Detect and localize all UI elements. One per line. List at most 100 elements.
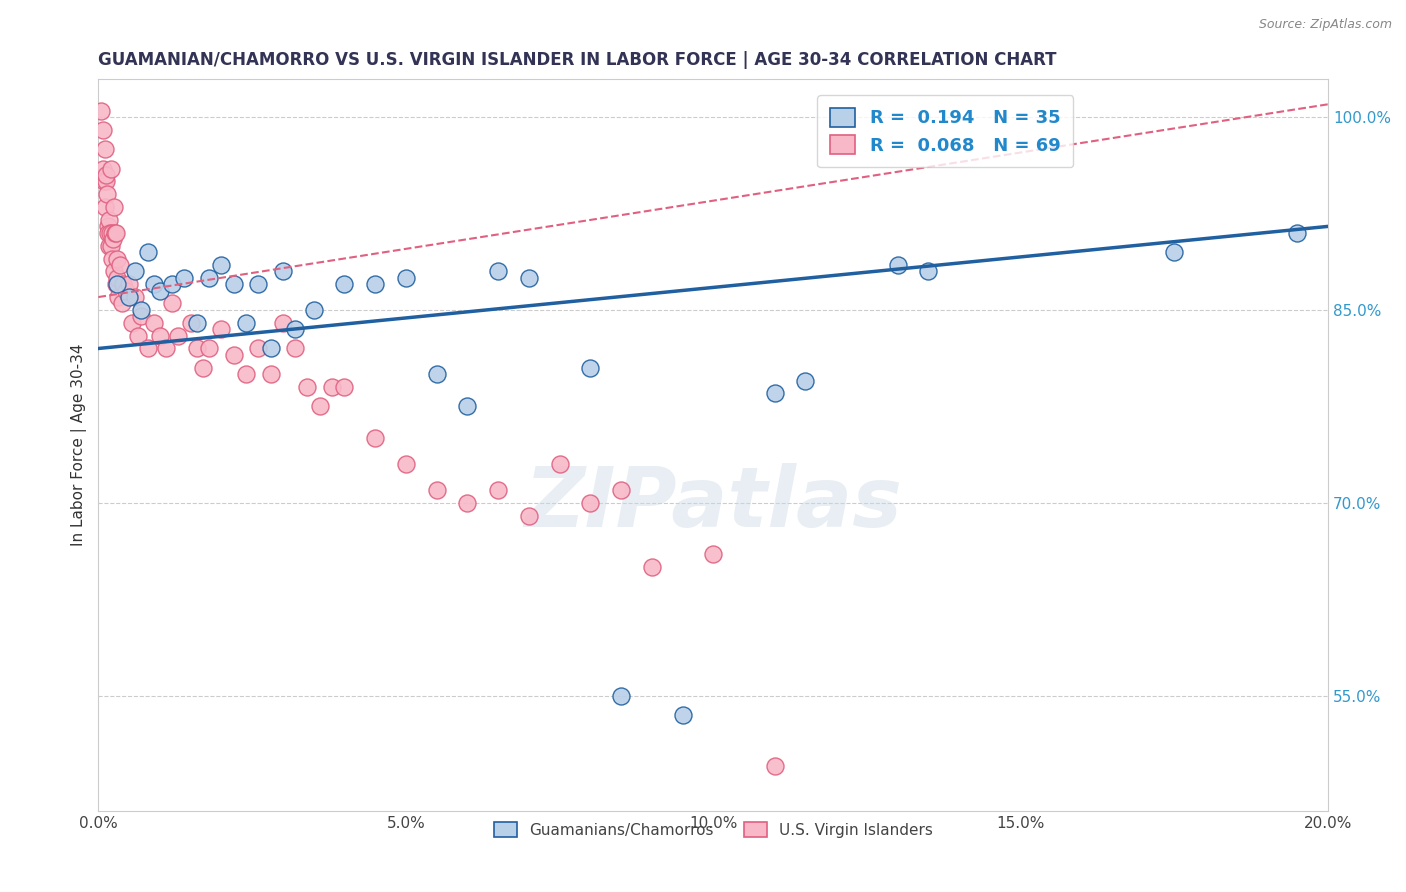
Point: [456, 496, 478, 510]
Point: [235, 367, 257, 381]
Point: [142, 316, 165, 330]
Point: [91, 123, 114, 137]
Point: [886, 258, 908, 272]
Point: [321, 380, 343, 394]
Point: [247, 277, 270, 292]
Point: [173, 270, 195, 285]
Point: [794, 374, 817, 388]
Point: [142, 277, 165, 292]
Point: [271, 264, 294, 278]
Point: [517, 508, 540, 523]
Point: [101, 226, 124, 240]
Point: [209, 258, 232, 272]
Point: [104, 226, 127, 240]
Point: [93, 174, 115, 188]
Point: [284, 322, 307, 336]
Point: [131, 302, 153, 317]
Point: [115, 284, 138, 298]
Point: [486, 483, 509, 497]
Point: [131, 310, 153, 324]
Text: ZIPatlas: ZIPatlas: [524, 463, 903, 544]
Point: [160, 296, 183, 310]
Point: [97, 226, 120, 240]
Point: [1163, 245, 1185, 260]
Point: [180, 316, 202, 330]
Point: [101, 252, 124, 266]
Point: [96, 168, 118, 182]
Point: [107, 270, 129, 285]
Point: [90, 103, 112, 118]
Point: [167, 328, 190, 343]
Point: [186, 342, 208, 356]
Point: [702, 547, 724, 561]
Point: [118, 277, 141, 292]
Point: [186, 316, 208, 330]
Point: [124, 264, 146, 278]
Point: [198, 342, 221, 356]
Point: [94, 174, 117, 188]
Point: [118, 290, 141, 304]
Point: [425, 483, 447, 497]
Point: [111, 277, 134, 292]
Point: [395, 270, 418, 285]
Point: [97, 219, 120, 234]
Point: [98, 213, 121, 227]
Text: Source: ZipAtlas.com: Source: ZipAtlas.com: [1258, 18, 1392, 31]
Point: [222, 277, 245, 292]
Point: [917, 264, 939, 278]
Point: [284, 342, 307, 356]
Point: [108, 258, 131, 272]
Point: [456, 400, 478, 414]
Point: [91, 161, 114, 176]
Point: [124, 290, 146, 304]
Point: [101, 232, 124, 246]
Point: [155, 342, 177, 356]
Point: [103, 264, 125, 278]
Point: [247, 342, 270, 356]
Point: [763, 386, 786, 401]
Point: [105, 277, 128, 292]
Point: [395, 457, 418, 471]
Point: [425, 367, 447, 381]
Point: [121, 316, 143, 330]
Point: [610, 689, 633, 703]
Point: [297, 380, 319, 394]
Point: [302, 302, 325, 317]
Point: [671, 707, 693, 722]
Text: GUAMANIAN/CHAMORRO VS U.S. VIRGIN ISLANDER IN LABOR FORCE | AGE 30-34 CORRELATIO: GUAMANIAN/CHAMORRO VS U.S. VIRGIN ISLAND…: [98, 51, 1057, 69]
Point: [235, 316, 257, 330]
Point: [548, 457, 571, 471]
Point: [127, 328, 149, 343]
Point: [149, 284, 172, 298]
Point: [136, 342, 159, 356]
Point: [98, 226, 121, 240]
Point: [259, 342, 281, 356]
Point: [579, 360, 602, 375]
Point: [364, 432, 387, 446]
Point: [149, 328, 172, 343]
Point: [610, 483, 633, 497]
Point: [579, 496, 602, 510]
Point: [136, 245, 159, 260]
Point: [160, 277, 183, 292]
Legend: Guamanians/Chamorros, U.S. Virgin Islanders: Guamanians/Chamorros, U.S. Virgin Island…: [488, 815, 939, 844]
Point: [364, 277, 387, 292]
Point: [271, 316, 294, 330]
Point: [333, 380, 356, 394]
Point: [209, 322, 232, 336]
Point: [191, 360, 214, 375]
Point: [111, 296, 134, 310]
Point: [259, 367, 281, 381]
Point: [1286, 226, 1309, 240]
Point: [107, 290, 129, 304]
Point: [105, 252, 128, 266]
Point: [641, 560, 664, 574]
Point: [763, 759, 786, 773]
Point: [308, 400, 330, 414]
Point: [94, 200, 117, 214]
Point: [103, 200, 125, 214]
Point: [198, 270, 221, 285]
Point: [105, 277, 128, 292]
Point: [100, 238, 122, 252]
Y-axis label: In Labor Force | Age 30-34: In Labor Force | Age 30-34: [72, 343, 87, 546]
